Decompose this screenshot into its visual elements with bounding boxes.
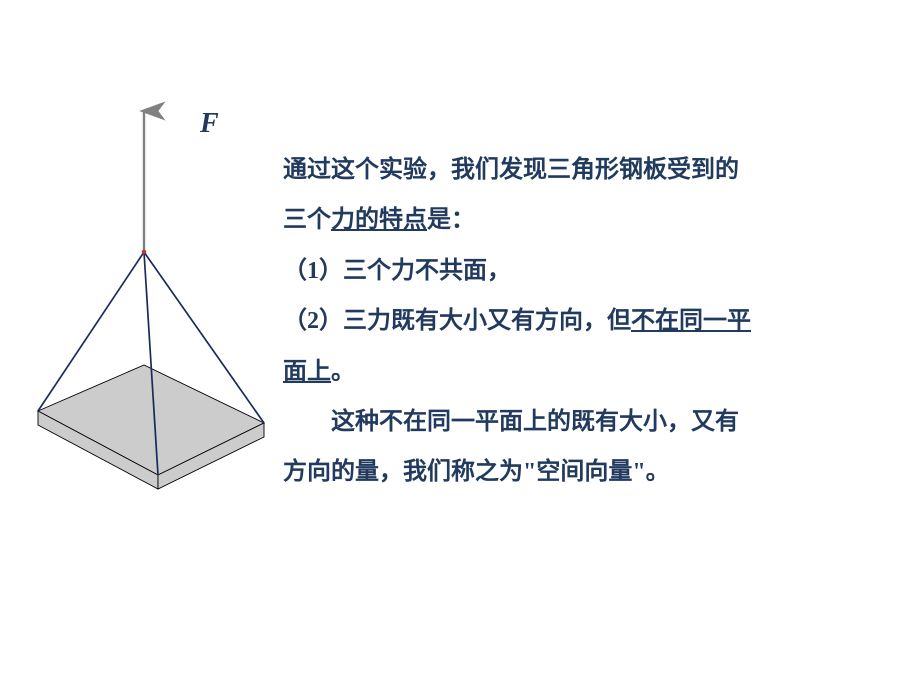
body-text: 通过这个实验，我们发现三角形钢板受到的 三个力的特点是： （1）三个力不共面， … — [283, 145, 903, 498]
plate-top — [38, 365, 264, 475]
intro-2-post: 是： — [427, 207, 475, 233]
point-1: （1）三个力不共面， — [283, 246, 903, 296]
force-label: F — [200, 108, 219, 140]
pyramid-diagram — [20, 95, 270, 505]
point-2: （2）三力既有大小又有方向，但不在同一平 — [283, 296, 903, 346]
para-b: 方向的量，我们称之为"空间向量"。 — [283, 447, 903, 497]
pt2c-u: 面上 — [283, 359, 331, 385]
pt2-pre: （2）三力既有大小又有方向，但 — [283, 308, 631, 334]
para-a: 这种不在同一平面上的既有大小，又有 — [283, 397, 903, 447]
point-2-cont: 面上。 — [283, 347, 903, 397]
intro-2-u: 力的特点 — [331, 207, 427, 233]
intro-2-pre: 三个 — [283, 207, 331, 233]
intro-line-2: 三个力的特点是： — [283, 195, 903, 245]
pyramid-svg — [20, 95, 270, 505]
pt2c-post: 。 — [331, 359, 355, 385]
intro-line-1: 通过这个实验，我们发现三角形钢板受到的 — [283, 145, 903, 195]
apex-dot — [142, 250, 147, 255]
pt2-u: 不在同一平 — [631, 308, 751, 334]
